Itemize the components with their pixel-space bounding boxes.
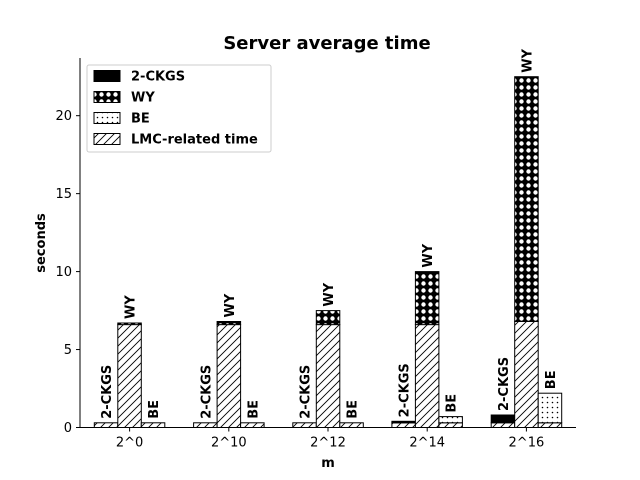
bar-segment-be-diagonal — [339, 422, 364, 428]
x-tick-label: 2^16 — [509, 436, 545, 451]
bar-segment-wy-diagonal — [117, 324, 142, 429]
legend-swatch-circles — [93, 91, 121, 103]
bar-segment-be-diagonal — [537, 422, 563, 428]
legend-swatch-solid — [93, 70, 121, 82]
bar-segment-2-ckgs-diagonal — [193, 422, 218, 428]
legend-swatch-diagonal — [93, 133, 121, 145]
x-ticks: 2^0 2^10 2^12 2^14 2^16 — [116, 427, 545, 451]
bar-label-be: BE — [445, 394, 460, 413]
bar-segment-wy-circles — [514, 76, 539, 322]
bar-label-wy: WY — [421, 243, 436, 267]
legend-label: BE — [131, 112, 150, 127]
bar-labels-layer: 2-CKGS WY BE 2-CKGS WY BE 2-CKGS WY BE 2-CKGS WY BE… — [100, 48, 559, 418]
y-tick-label: 10 — [55, 265, 72, 280]
x-tick-label: 2^0 — [116, 436, 143, 451]
bar-segment-be-dots — [438, 416, 463, 424]
bar-label-2-ckgs: 2-CKGS — [199, 365, 214, 419]
y-axis-label: seconds — [34, 213, 49, 273]
bar-segment-wy-diagonal — [414, 324, 440, 429]
x-tick-label: 2^10 — [211, 436, 247, 451]
bar-segment-be-dots — [537, 392, 563, 424]
bar-segment-be-diagonal — [438, 422, 463, 428]
legend-label: LMC-related time — [131, 133, 258, 148]
bar-label-wy: WY — [124, 295, 139, 319]
y-tick-label: 0 — [64, 421, 72, 436]
legend-swatch-dots — [93, 112, 121, 124]
legend: 2-CKGS WY BE LMC-related time — [86, 64, 272, 153]
bar-segment-2-ckgs-solid — [490, 414, 516, 424]
y-tick-label: 20 — [55, 109, 72, 124]
bar-label-2-ckgs: 2-CKGS — [497, 357, 512, 411]
bar-label-be: BE — [544, 370, 559, 389]
bar-segment-2-ckgs-diagonal — [490, 422, 516, 428]
legend-label: WY — [131, 91, 155, 106]
bar-label-2-ckgs: 2-CKGS — [398, 363, 413, 417]
bar-segment-wy-circles — [414, 271, 440, 326]
y-tick-label: 15 — [55, 187, 72, 202]
bar-label-2-ckgs: 2-CKGS — [299, 365, 314, 419]
y-tick-label: 5 — [64, 343, 72, 358]
bar-label-wy: WY — [322, 282, 337, 306]
x-tick-label: 2^14 — [409, 436, 445, 451]
bar-segment-wy-diagonal — [315, 324, 341, 429]
bar-segment-be-diagonal — [240, 422, 265, 428]
bar-label-be: BE — [246, 400, 261, 419]
legend-label: 2-CKGS — [131, 70, 185, 85]
bar-segment-2-ckgs-diagonal — [292, 422, 317, 428]
bar-label-2-ckgs: 2-CKGS — [100, 365, 115, 419]
x-axis-label: m — [321, 456, 335, 471]
bar-segment-wy-circles — [315, 310, 341, 326]
bar-label-be: BE — [346, 400, 361, 419]
y-ticks: 0 5 10 15 20 — [55, 109, 80, 436]
bar-segment-2-ckgs-diagonal — [93, 422, 119, 428]
bar-segment-2-ckgs-diagonal — [391, 422, 416, 428]
bar-label-wy: WY — [520, 48, 535, 72]
bar-label-wy: WY — [223, 293, 238, 317]
bar-segment-wy-circles — [216, 321, 242, 326]
bar-label-be: BE — [147, 400, 162, 419]
bar-segment-wy-diagonal — [514, 321, 539, 428]
legend-frame — [86, 64, 272, 153]
bar-segment-wy-diagonal — [216, 324, 242, 429]
chart-title: Server average time — [223, 33, 430, 54]
bar-segment-be-diagonal — [140, 422, 166, 428]
x-tick-label: 2^12 — [310, 436, 346, 451]
bar-segment-wy-circles — [117, 322, 142, 326]
bar-segment-2-ckgs-solid — [391, 420, 416, 424]
